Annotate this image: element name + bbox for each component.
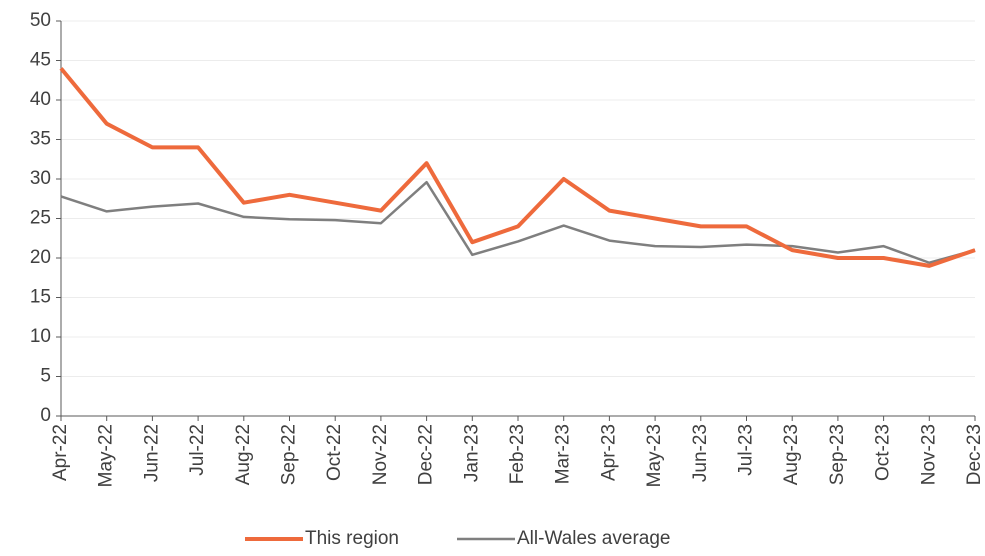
series-line <box>60 180 976 264</box>
y-tick-label: 45 <box>30 50 51 71</box>
x-tick-label: Jan-23 <box>461 424 482 482</box>
y-tick-label: 0 <box>40 405 51 426</box>
x-tick-label: Nov-22 <box>370 424 391 485</box>
y-tick-label: 20 <box>30 247 51 268</box>
x-tick-label: Jun-22 <box>141 424 162 482</box>
y-tick-label: 5 <box>40 366 51 387</box>
y-tick-label: 35 <box>30 129 51 150</box>
x-tick-label: Nov-23 <box>918 424 939 485</box>
x-tick-label: Oct-22 <box>324 424 345 481</box>
x-tick-label: May-23 <box>644 424 665 487</box>
y-tick-label: 50 <box>30 10 51 31</box>
legend-label: This region <box>305 528 399 549</box>
y-tick-label: 40 <box>30 89 51 110</box>
x-tick-label: Jul-23 <box>736 424 757 476</box>
y-tick-label: 15 <box>30 287 51 308</box>
x-tick-label: Dec-23 <box>964 424 985 485</box>
x-tick-label: Jun-23 <box>690 424 711 482</box>
series-line <box>59 67 976 268</box>
x-tick-label: Oct-23 <box>873 424 894 481</box>
x-tick-label: May-22 <box>96 424 117 487</box>
x-tick-label: Aug-22 <box>233 424 254 485</box>
x-tick-label: Sep-23 <box>827 424 848 485</box>
x-tick-label: Feb-23 <box>507 424 528 484</box>
x-tick-label: Sep-22 <box>279 424 300 485</box>
x-tick-label: Dec-22 <box>416 424 437 485</box>
x-tick-label: Apr-23 <box>598 424 619 481</box>
x-tick-label: Aug-23 <box>781 424 802 485</box>
legend-label: All-Wales average <box>517 528 670 549</box>
x-tick-label: Jul-22 <box>187 424 208 476</box>
x-tick-label: Apr-22 <box>50 424 71 481</box>
y-tick-label: 25 <box>30 208 51 229</box>
y-tick-label: 30 <box>30 168 51 189</box>
y-tick-label: 10 <box>30 326 51 347</box>
x-tick-label: Mar-23 <box>553 424 574 484</box>
